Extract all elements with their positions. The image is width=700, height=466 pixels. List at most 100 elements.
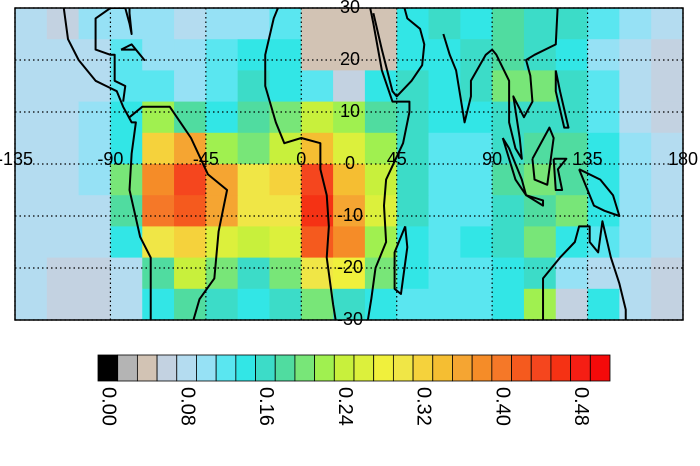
colorbar-box: [294, 354, 316, 382]
colorbar-box: [491, 354, 512, 382]
grid-cell: [523, 39, 557, 71]
grid-cell: [364, 195, 398, 227]
grid-cell: [174, 101, 207, 134]
grid-cell: [174, 257, 207, 290]
grid-cell: [396, 195, 430, 227]
grid-cell: [651, 257, 683, 290]
coastline: [531, 126, 555, 186]
grid-cell: [174, 195, 207, 227]
grid-cell: [460, 226, 493, 259]
grid-cell: [396, 164, 430, 196]
grid-cell: [110, 288, 143, 320]
grid-cell: [15, 39, 48, 71]
grid-cell: [269, 164, 302, 196]
lat-label: 10: [340, 101, 360, 121]
grid-cell: [269, 132, 302, 165]
grid-cell: [619, 257, 652, 290]
grid-cell: [15, 164, 48, 196]
grid-cell: [78, 257, 111, 290]
grid-cell: [46, 257, 80, 290]
grid-cell: [651, 70, 683, 103]
colorbar-box: [235, 354, 256, 382]
grid-cell: [142, 164, 175, 196]
grid-cell: [651, 164, 683, 196]
grid-cell: [619, 8, 652, 40]
colorbar-label: 0.24: [334, 387, 356, 426]
grid-cell: [364, 8, 398, 40]
grid-cell: [587, 288, 620, 320]
grid-cell: [78, 226, 111, 259]
grid-cell: [301, 101, 334, 134]
grid-cell: [78, 288, 111, 320]
colorbar-box: [136, 354, 158, 382]
grid-cell: [301, 8, 334, 40]
colorbar-label: 0.32: [413, 387, 435, 426]
grid-cell: [46, 132, 80, 165]
grid-cell: [237, 226, 270, 259]
grid-cell: [587, 226, 620, 259]
grid-cell: [174, 226, 207, 259]
grid-cell: [492, 8, 525, 40]
colorbar-box: [530, 354, 552, 382]
map-frame: [14, 7, 684, 321]
colorbar-box: [196, 354, 217, 382]
grid-cell: [364, 101, 398, 134]
grid-cell: [555, 39, 589, 71]
colorbar: 0.00 0.08 0.16 0.24 0.32 0.40 0.48: [98, 354, 611, 426]
grid-cell: [142, 257, 175, 290]
colorbar-label: 0.16: [255, 387, 277, 426]
grid-cell: [46, 8, 80, 40]
grid-cell: [619, 132, 652, 165]
grid-cell: [46, 226, 80, 259]
coastline: [372, 8, 426, 98]
grid-cell: [587, 257, 620, 290]
grid-cell: [15, 226, 48, 259]
colorbar-box: [353, 354, 375, 382]
grid-cell: [460, 195, 493, 227]
grid-cell: [619, 164, 652, 196]
coastline: [525, 194, 545, 207]
grid-cell: [301, 288, 334, 320]
grid-cell: [142, 39, 175, 71]
grid-cell: [15, 257, 48, 290]
grid-cell: [142, 70, 175, 103]
grid-cell: [301, 164, 334, 196]
grid-cell: [174, 39, 207, 71]
grid-cell: [460, 257, 493, 290]
grid-cell: [333, 132, 366, 165]
grid-cell: [619, 70, 652, 103]
colorbar-box: [392, 354, 414, 382]
grid-cell: [587, 101, 620, 134]
colorbar-box: [589, 354, 611, 382]
grid-cell: [460, 70, 493, 103]
grid-cell: [237, 132, 270, 165]
colorbar-box: [176, 354, 197, 382]
grid-cell: [237, 257, 270, 290]
colorbar-label: 0.08: [176, 387, 198, 426]
lat-label: 30: [340, 0, 360, 17]
grid-cell: [301, 70, 334, 103]
colorbar-box: [156, 354, 178, 382]
lat-label: 0: [345, 153, 355, 173]
lat-label: -30: [337, 309, 363, 329]
grid-cell: [587, 39, 620, 71]
grid-cell: [364, 70, 398, 103]
grid-cell: [15, 8, 48, 40]
coastline: [128, 105, 229, 320]
grid-cell: [396, 132, 430, 165]
grid-cell: [428, 132, 461, 165]
grid-cell: [78, 132, 111, 165]
grid-cell: [555, 195, 589, 227]
grid-cell: [110, 226, 143, 259]
colorbar-box: [117, 354, 138, 382]
coastline: [501, 137, 528, 197]
grid-cell: [651, 226, 683, 259]
grid-cell: [237, 164, 270, 196]
coastline: [94, 8, 133, 102]
grid-cell: [523, 8, 557, 40]
grid-cell: [110, 101, 143, 134]
grid-cell: [428, 164, 461, 196]
grid-cell: [269, 8, 302, 40]
grid-cell: [333, 257, 366, 290]
colorbar-box: [471, 354, 493, 382]
